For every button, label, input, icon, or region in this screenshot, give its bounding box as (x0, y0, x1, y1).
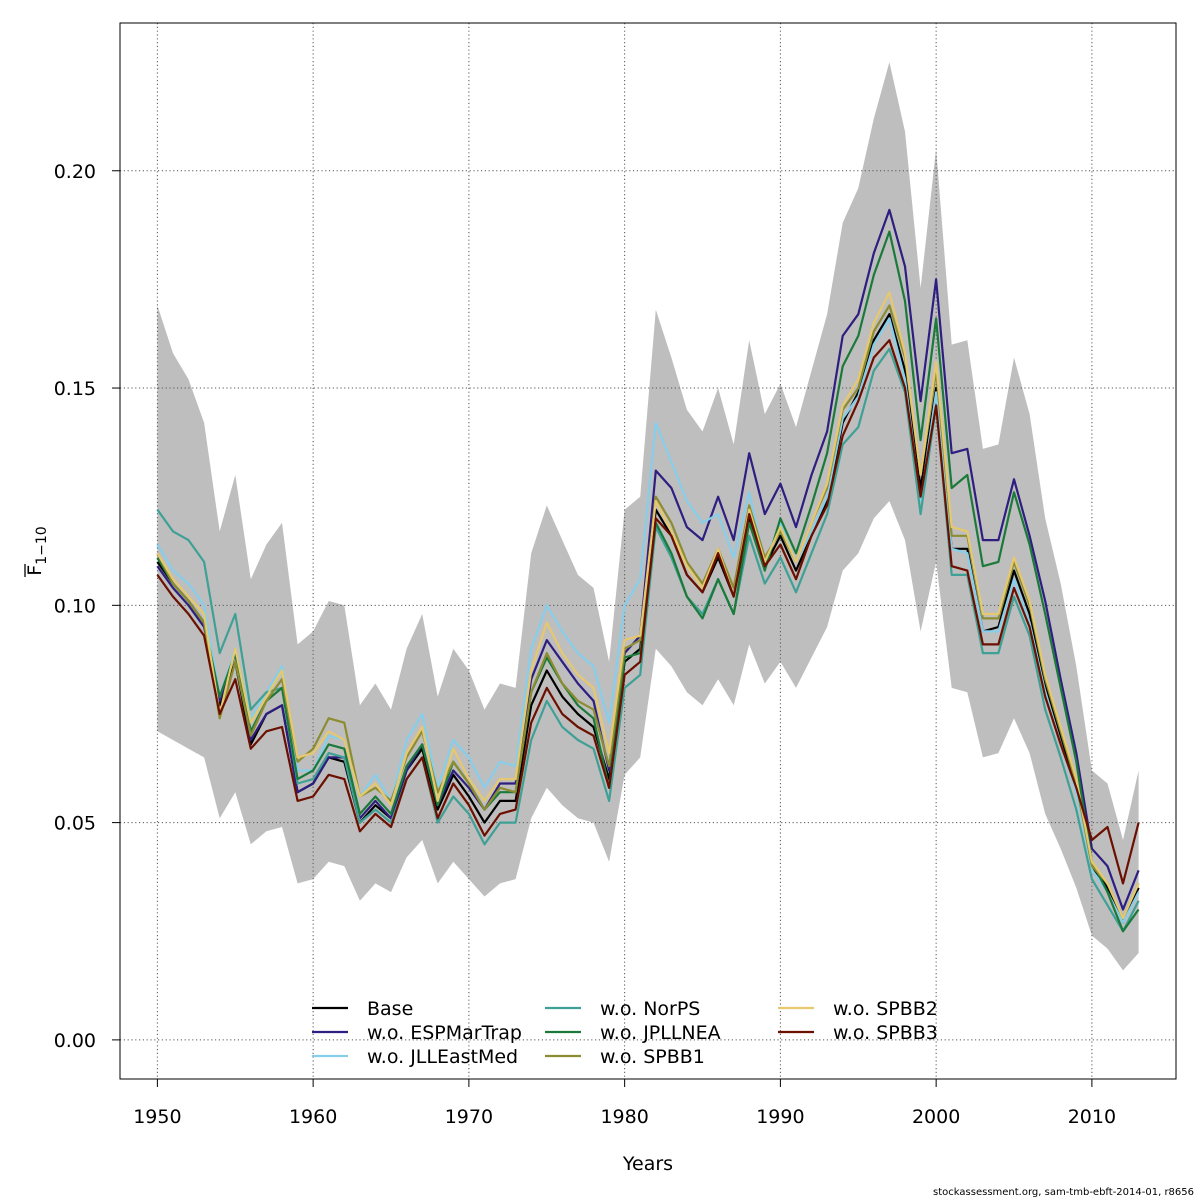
x-tick-label: 2000 (912, 1106, 960, 1128)
x-tick-label: 1960 (289, 1106, 337, 1128)
y-tick-label: 0.00 (54, 1030, 96, 1052)
legend-label-0: Base (367, 998, 413, 1020)
y-axis-title-sub: 1−10 (34, 526, 50, 564)
confidence-band (157, 62, 1139, 971)
y-tick-label: 0.15 (54, 378, 96, 400)
footer-credit: stockassessment.org, sam-tmb-ebft-2014-0… (933, 1187, 1194, 1198)
y-axis-title-main: F (24, 565, 46, 576)
x-tick-label: 1950 (133, 1106, 181, 1128)
x-tick-label: 2010 (1068, 1106, 1116, 1128)
x-tick-label: 1990 (756, 1106, 804, 1128)
x-axis-title: Years (622, 1153, 673, 1175)
legend-label-3: w.o. NorPS (600, 998, 700, 1020)
y-tick-label: 0.05 (54, 813, 96, 835)
x-axis: 1950 1960 1970 1980 1990 2000 2010 (133, 1078, 1116, 1128)
series-line-2 (156, 317, 1140, 924)
legend-label-7: w.o. SPBB3 (833, 1022, 938, 1044)
series-line-3 (156, 347, 1140, 933)
svg-text:F1−10: F1−10 (24, 526, 50, 575)
series-layer (156, 208, 1140, 933)
legend-label-4: w.o. JPLLNEA (600, 1022, 721, 1044)
legend-label-6: w.o. SPBB2 (833, 998, 938, 1020)
y-axis: 0.00 0.05 0.10 0.15 0.20 (54, 161, 120, 1052)
x-tick-label: 1980 (600, 1106, 648, 1128)
y-axis-title: F1−10 (24, 526, 50, 577)
legend-label-2: w.o. JLLEastMed (367, 1046, 518, 1068)
legend-label-1: w.o. ESPMarTrap (367, 1022, 522, 1044)
legend-label-5: w.o. SPBB1 (600, 1046, 705, 1068)
grid-layer (120, 23, 1176, 1079)
y-tick-label: 0.20 (54, 161, 96, 183)
y-tick-label: 0.10 (54, 595, 96, 617)
series-line-6 (156, 291, 1140, 920)
series-line-7 (156, 339, 1140, 885)
series-line-1 (156, 208, 1140, 911)
confidence-band-layer (157, 62, 1139, 971)
x-tick-label: 1970 (445, 1106, 493, 1128)
